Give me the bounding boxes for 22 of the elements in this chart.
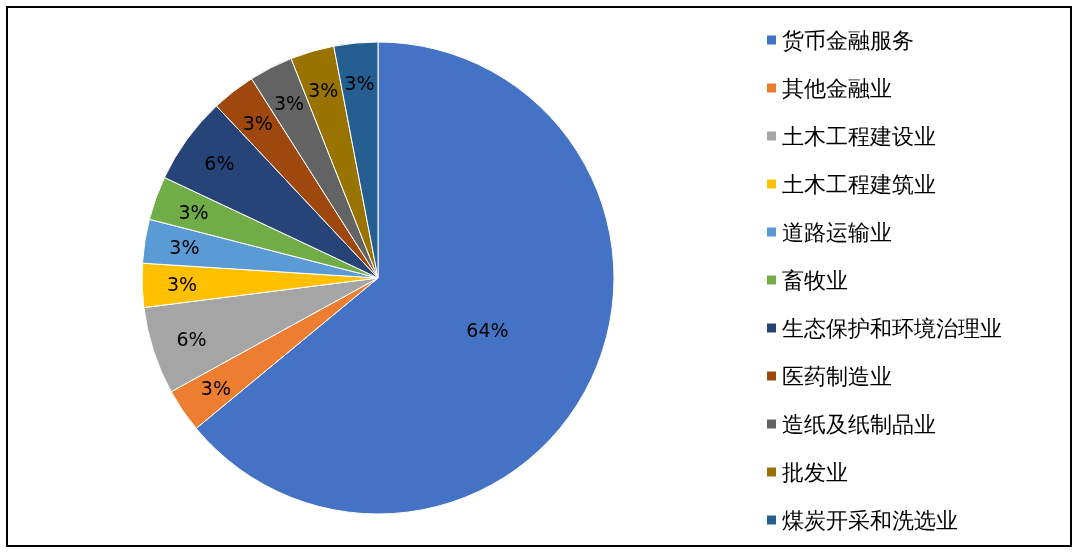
legend-label: 批发业 (782, 459, 848, 485)
data-label: 3% (167, 273, 198, 296)
legend-label: 其他金融业 (782, 75, 892, 101)
legend-label: 煤炭开采和洗选业 (782, 507, 958, 533)
data-label: 3% (308, 78, 339, 101)
data-label: 3% (273, 92, 305, 115)
legend-label: 造纸及纸制品业 (782, 411, 936, 437)
legend-label: 土木工程建设业 (782, 123, 936, 149)
legend-label: 土木工程建筑业 (782, 171, 936, 197)
data-label: 3% (344, 71, 375, 94)
data-label: 3% (200, 377, 231, 400)
data-label: 3% (178, 200, 209, 223)
data-label: 3% (169, 236, 200, 259)
legend-label: 畜牧业 (782, 267, 848, 293)
data-label: 6% (204, 151, 235, 174)
data-label: 6% (176, 327, 207, 350)
legend-label: 生态保护和环境治理业 (782, 315, 1002, 341)
data-label: 64% (466, 318, 509, 341)
legend-label: 货币金融服务 (782, 27, 914, 53)
legend-label: 道路运输业 (782, 219, 892, 245)
legend-label: 医药制造业 (782, 363, 892, 389)
data-label: 3% (242, 112, 273, 135)
